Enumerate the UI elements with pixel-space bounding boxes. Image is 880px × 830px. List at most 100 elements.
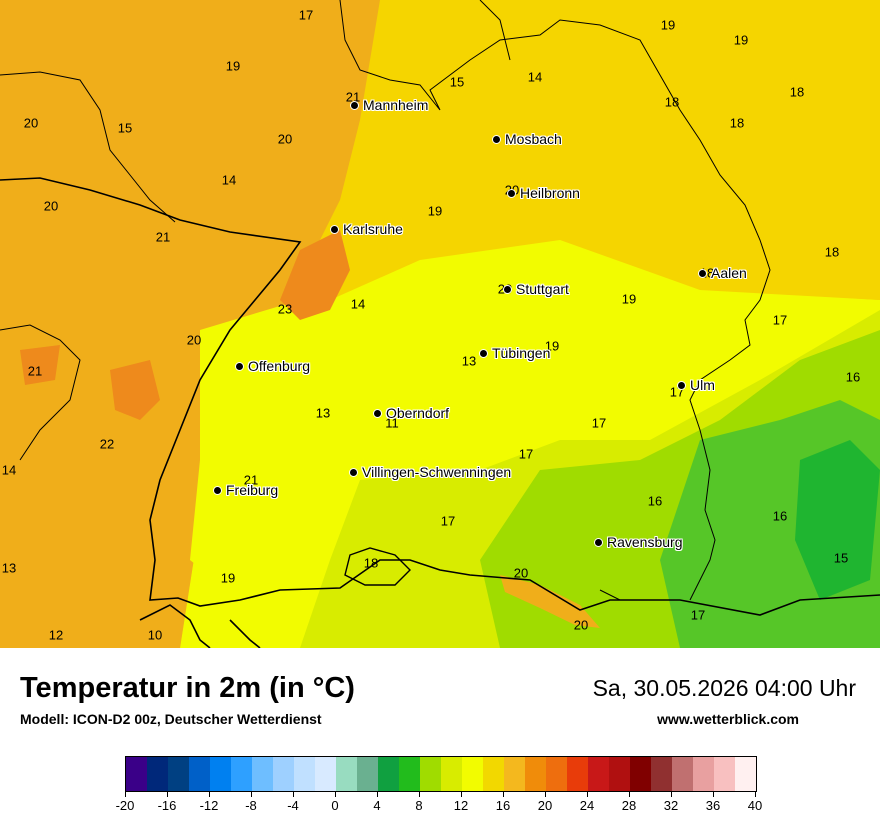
- forecast-datetime: Sa, 30.05.2026 04:00 Uhr: [592, 675, 856, 701]
- temp-zone-hotspot-west: [110, 360, 160, 420]
- model-source: Modell: ICON-D2 00z, Deutscher Wetterdie…: [20, 711, 322, 727]
- temp-value: 19: [544, 338, 560, 354]
- temp-value: 19: [621, 291, 637, 307]
- city-ravensburg[interactable]: Ravensburg: [594, 534, 683, 550]
- temp-value: 16: [845, 369, 861, 385]
- temp-value: 16: [647, 493, 663, 509]
- legend-color-cell: [462, 757, 483, 791]
- temp-value: 20: [573, 617, 589, 633]
- temp-value: 19: [427, 203, 443, 219]
- legend-tick-mark: [545, 791, 546, 797]
- temp-zone-rhine: [0, 0, 380, 648]
- website-link[interactable]: www.wetterblick.com: [657, 711, 799, 727]
- city-marker-icon: [330, 224, 339, 234]
- legend-color-cell: [357, 757, 378, 791]
- legend-color-cell: [651, 757, 672, 791]
- legend-tick-label: 4: [373, 798, 381, 813]
- city-label: Mannheim: [363, 97, 429, 113]
- legend-tick-mark: [461, 791, 462, 797]
- temp-value: 19: [225, 58, 241, 74]
- legend-tick-label: 8: [415, 798, 423, 813]
- legend-tick-label: 32: [663, 798, 679, 813]
- temp-value: 20: [277, 131, 293, 147]
- temp-value: 17: [772, 312, 788, 328]
- temp-zone-coolest: [795, 440, 880, 600]
- city-marker-icon: [373, 408, 382, 418]
- temp-value: 17: [518, 446, 534, 462]
- temp-value: 20: [43, 198, 59, 214]
- legend-tick-label: 36: [705, 798, 721, 813]
- legend-color-cell: [672, 757, 693, 791]
- temp-value: 13: [315, 405, 331, 421]
- temp-zone-hotspot-far-west: [20, 345, 60, 385]
- legend-color-cell: [336, 757, 357, 791]
- temp-value: 21: [27, 363, 43, 379]
- legend-color-cell: [273, 757, 294, 791]
- city-freiburg[interactable]: Freiburg: [213, 482, 278, 498]
- temp-value: 18: [824, 244, 840, 260]
- legend-tick-mark: [335, 791, 336, 797]
- city-label: Freiburg: [226, 482, 279, 498]
- temp-value: 22: [99, 436, 115, 452]
- legend-tick-label: 16: [495, 798, 511, 813]
- city-label: Tübingen: [492, 345, 551, 361]
- temp-zone-northeast: [500, 0, 880, 300]
- city-label: Ravensburg: [607, 534, 683, 550]
- temp-value: 18: [789, 84, 805, 100]
- city-mannheim[interactable]: Mannheim: [350, 97, 428, 113]
- city-marker-icon: [698, 268, 707, 278]
- legend-tick-label: 40: [747, 798, 763, 813]
- temp-value: 20: [513, 565, 529, 581]
- temp-value: 18: [729, 115, 745, 131]
- city-offenburg[interactable]: Offenburg: [235, 358, 310, 374]
- city-marker-icon: [349, 467, 358, 477]
- temp-value: 21: [243, 472, 259, 488]
- legend-color-cell: [546, 757, 567, 791]
- city-marker-icon: [503, 284, 512, 294]
- city-label: Heilbronn: [520, 185, 580, 201]
- legend-color-cell: [525, 757, 546, 791]
- temp-value: 11: [385, 415, 399, 431]
- legend-tick-mark: [251, 791, 252, 797]
- city-aalen[interactable]: Aalen: [698, 265, 747, 281]
- temp-value: 15: [833, 550, 849, 566]
- city-karlsruhe[interactable]: Karlsruhe: [330, 221, 403, 237]
- city-oberndorf[interactable]: Oberndorf: [373, 405, 449, 421]
- legend-tick-mark: [419, 791, 420, 797]
- temp-value: 20: [23, 115, 39, 131]
- legend-color-cell: [231, 757, 252, 791]
- legend-color-cell: [126, 757, 147, 791]
- city-label: Oberndorf: [386, 405, 450, 421]
- temp-value: 15: [449, 74, 465, 90]
- country-borders: [0, 177, 880, 648]
- city-villingen-schwenningen[interactable]: Villingen-Schwenningen: [349, 464, 511, 480]
- legend-tick-mark: [671, 791, 672, 797]
- legend-color-cell: [441, 757, 462, 791]
- city-ulm[interactable]: Ulm: [677, 377, 715, 393]
- legend-color-cell: [168, 757, 189, 791]
- legend-tick-label: -4: [287, 798, 299, 813]
- city-mosbach[interactable]: Mosbach: [492, 131, 562, 147]
- city-stuttgart[interactable]: Stuttgart: [503, 281, 569, 297]
- legend-color-cell: [189, 757, 210, 791]
- city-marker-icon: [235, 361, 244, 371]
- city-label: Villingen-Schwenningen: [362, 464, 512, 480]
- city-tuebingen[interactable]: Tübingen: [479, 345, 550, 361]
- temp-value: 14: [527, 69, 543, 85]
- color-legend: [125, 756, 757, 792]
- swiss-enclave-border: [344, 547, 411, 586]
- legend-color-cell: [378, 757, 399, 791]
- legend-color-cell: [630, 757, 651, 791]
- legend-tick-mark: [503, 791, 504, 797]
- legend-tick-label: -8: [245, 798, 257, 813]
- legend-color-cell: [294, 757, 315, 791]
- temp-value: 17: [298, 7, 314, 23]
- legend-color-cell: [252, 757, 273, 791]
- temp-value: 17: [690, 607, 706, 623]
- temp-value: 20: [186, 332, 202, 348]
- city-heilbronn[interactable]: Heilbronn: [507, 185, 580, 201]
- legend-color-cell: [147, 757, 168, 791]
- legend-tick-mark: [125, 791, 126, 797]
- legend-tick-label: 12: [453, 798, 469, 813]
- temp-value: 13: [1, 560, 17, 576]
